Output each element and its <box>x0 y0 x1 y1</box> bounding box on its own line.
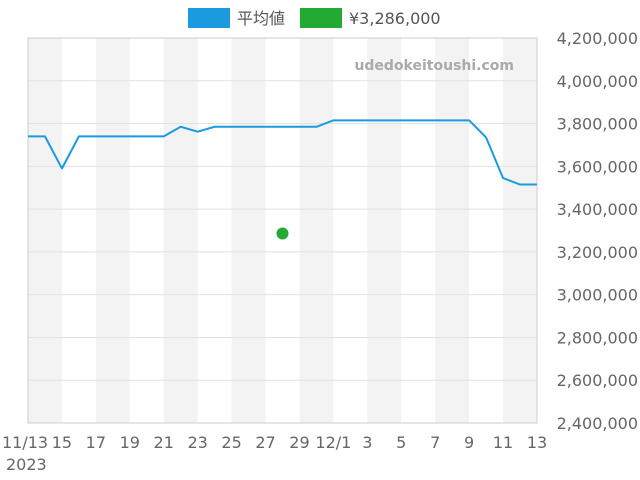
plot-border <box>27 37 538 424</box>
x-tick-label: 17 <box>86 433 106 452</box>
legend-label-price-point[interactable]: ¥3,286,000 <box>349 9 441 28</box>
y-tick-label: 4,000,000 <box>557 72 638 91</box>
x-tick-label: 23 <box>187 433 207 452</box>
shaded-band <box>231 38 266 423</box>
y-tick-label: 2,600,000 <box>557 371 638 390</box>
shaded-band <box>95 38 130 423</box>
x-axis: 11/13 15 17 19 21 23 25 27 29 12/1 3 5 7 9 11 13 2023 <box>2 433 547 474</box>
legend-swatch-price-point[interactable] <box>300 8 342 28</box>
shaded-band <box>299 38 334 423</box>
x-tick-label: 3 <box>362 433 372 452</box>
series-line-average[interactable] <box>28 119 537 186</box>
y-tick-label: 3,400,000 <box>557 200 638 219</box>
legend-label-average[interactable]: 平均値 <box>237 9 285 28</box>
x-tick-label: 27 <box>255 433 275 452</box>
legend: 平均値 ¥3,286,000 <box>188 8 441 28</box>
series-layer <box>28 119 537 240</box>
x-tick-label: 29 <box>289 433 309 452</box>
x-tick-label: 7 <box>430 433 440 452</box>
x-tick-label: 19 <box>120 433 140 452</box>
weekend-bands <box>28 38 537 423</box>
shaded-band <box>367 38 402 423</box>
shaded-band <box>435 38 470 423</box>
y-tick-label: 3,000,000 <box>557 286 638 305</box>
shaded-band <box>28 38 62 423</box>
shaded-band <box>503 38 537 423</box>
x-tick-label: 11/13 <box>2 433 48 452</box>
x-tick-label: 9 <box>464 433 474 452</box>
y-axis: 2,400,000 2,600,000 2,800,000 3,000,000 3,20… <box>557 29 638 433</box>
x-tick-label: 15 <box>52 433 72 452</box>
watermark: udedokeitoushi.com <box>354 58 514 74</box>
shaded-band <box>163 38 198 423</box>
y-tick-label: 3,600,000 <box>557 157 638 176</box>
x-tick-label: 11 <box>493 433 513 452</box>
x-year-label: 2023 <box>6 455 47 474</box>
x-tick-label: 5 <box>396 433 406 452</box>
x-tick-label: 12/1 <box>315 433 351 452</box>
y-tick-label: 2,400,000 <box>557 414 638 433</box>
y-tick-label: 3,800,000 <box>557 115 638 134</box>
legend-swatch-average[interactable] <box>188 8 230 28</box>
x-tick-label: 25 <box>221 433 241 452</box>
y-tick-label: 3,200,000 <box>557 243 638 262</box>
y-tick-label: 4,200,000 <box>557 29 638 48</box>
x-tick-label: 13 <box>527 433 547 452</box>
y-tick-label: 2,800,000 <box>557 328 638 347</box>
data-point-price[interactable] <box>276 227 289 240</box>
x-tick-label: 21 <box>154 433 174 452</box>
